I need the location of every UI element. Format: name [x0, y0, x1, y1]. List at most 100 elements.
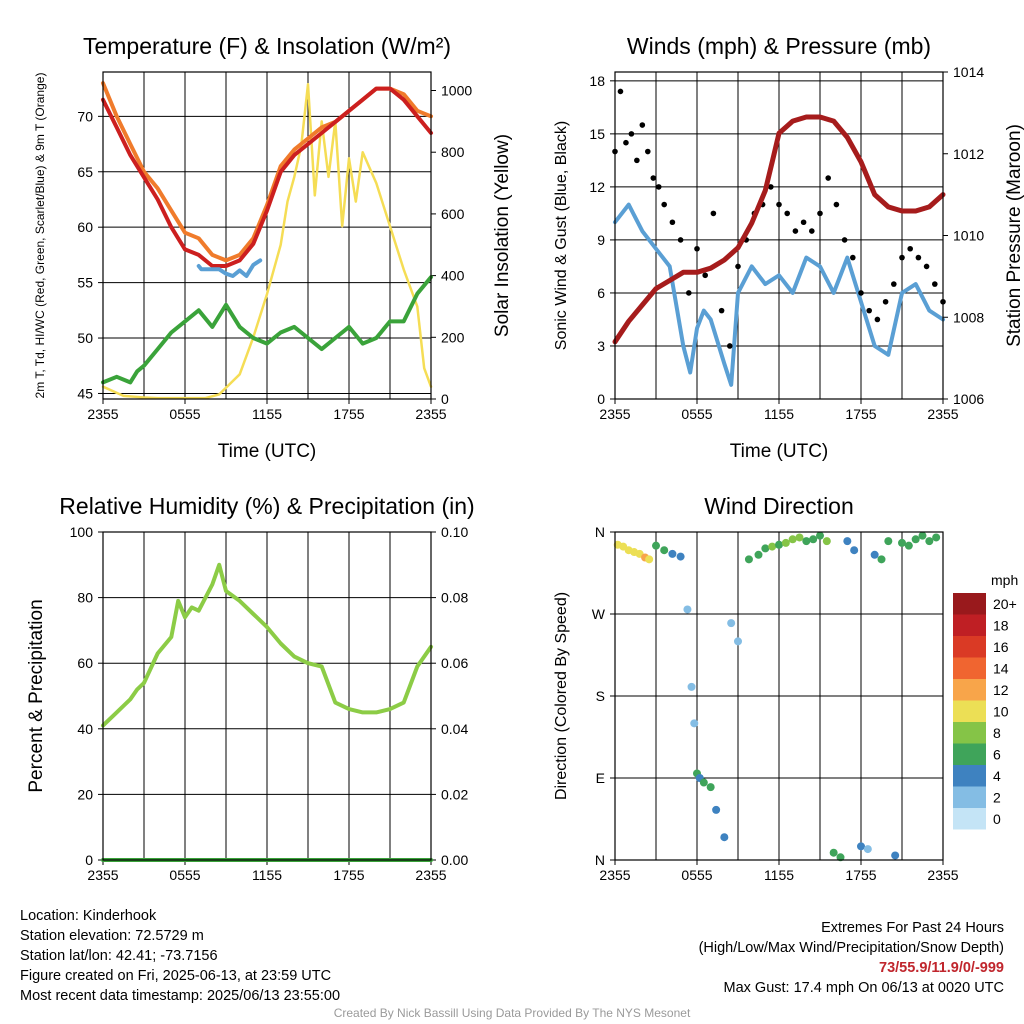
legend-swatch [953, 786, 986, 808]
wdir-direction-point [925, 537, 934, 546]
wdir-direction-point [816, 531, 824, 540]
wind-gust-point [639, 122, 646, 128]
created-line: Figure created on Fri, 2025-06-13, at 23… [20, 968, 332, 984]
wdir-direction-point [891, 851, 900, 860]
wdir-xtick-label: 1155 [764, 867, 794, 883]
station-info: Location: Kinderhook Station elevation: … [20, 906, 340, 1006]
rh-series-rh_green [101, 562, 433, 728]
wind-gust-point [882, 298, 889, 305]
wdir-direction-point [863, 845, 872, 854]
wdir-direction-point [788, 535, 797, 544]
wdir-direction-point [843, 537, 852, 546]
wind-gust-point [634, 157, 640, 164]
location-line: Location: Kinderhook [20, 908, 157, 924]
wdir-direction-point [744, 555, 753, 564]
wind-xtick-label: 0555 [681, 406, 712, 422]
legend-title: mph [991, 572, 1018, 588]
wind-gust-point [800, 219, 807, 226]
wind-gust-point [650, 175, 657, 181]
wdir-direction-point [911, 535, 920, 544]
temp-ytick-label: 55 [77, 275, 93, 291]
wdir-direction-point [809, 535, 818, 544]
wdir-direction-point [652, 541, 660, 550]
wind-xtick-label: 2355 [927, 406, 958, 422]
temp-y2label: Solar Insolation (Yellow) [492, 134, 513, 337]
legend-label: 14 [993, 661, 1009, 677]
wdir-direction-point [932, 533, 941, 542]
legend-label: 0 [993, 811, 1001, 827]
temp-title: Temperature (F) & Insolation (W/m²) [83, 33, 451, 59]
wdir-direction-point [768, 542, 777, 551]
wind-gust-point [735, 263, 741, 270]
legend-label: 20+ [993, 596, 1017, 612]
legend-label: 12 [993, 682, 1009, 698]
wind-gust-point [850, 254, 856, 261]
wind-xtick-label: 1155 [764, 406, 794, 422]
wind-gust-point [784, 210, 790, 217]
rh-frame [102, 531, 432, 861]
temp-xlabel: Time (UTC) [218, 441, 317, 462]
wdir-direction-point [822, 537, 831, 546]
rh-title: Relative Humidity (%) & Precipitation (i… [59, 493, 474, 519]
wind-ytick-label: 12 [589, 179, 605, 195]
wind-gust-point [702, 272, 708, 279]
wind-y2tick-label: 1012 [953, 146, 984, 162]
legend-swatch [953, 722, 986, 744]
wdir-direction-point [668, 549, 677, 558]
wind-gust-point [932, 281, 938, 287]
extremes-heading: Extremes For Past 24 Hours [821, 920, 1004, 936]
temp-frame [102, 71, 432, 400]
legend-swatch [953, 743, 986, 765]
wdir-direction-point [775, 540, 783, 549]
wind-ytick-label: 18 [589, 73, 605, 89]
wind-gust-point [833, 201, 840, 208]
rh-ytick-label: 80 [77, 590, 93, 606]
wind-gust-point [858, 290, 864, 296]
wind-y2tick-label: 1006 [953, 391, 984, 407]
wdir-direction-point [645, 555, 654, 564]
wind-gust-point [891, 281, 897, 287]
wind-gust-point [809, 228, 815, 234]
wind-gust-point [768, 184, 774, 190]
temp-series-insolation_yellow [101, 83, 433, 400]
legend-swatch [953, 636, 986, 658]
temp-y2tick-label: 800 [441, 144, 465, 160]
wdir-direction-point [802, 537, 811, 546]
legend-swatch [953, 700, 986, 722]
wdir-direction-point [706, 783, 715, 792]
rh-y2tick-label: 0.04 [441, 721, 468, 737]
elevation-line: Station elevation: 72.5729 m [20, 928, 204, 944]
wdir-direction-point [761, 544, 770, 553]
wdir-direction-point [884, 537, 893, 546]
wind-xlabel: Time (UTC) [730, 441, 829, 462]
wdir-ytick-label: E [596, 770, 605, 786]
temp-series-temp_red [101, 86, 433, 268]
wdir-ytick-label: N [595, 524, 605, 540]
temp-ytick-label: 70 [77, 108, 93, 124]
rh-y2tick-label: 0.06 [441, 655, 468, 671]
wind-gust-point [686, 290, 692, 296]
wdir-title: Wind Direction [704, 493, 854, 519]
legend-label: 2 [993, 790, 1001, 806]
temp-ytick-label: 65 [77, 164, 93, 180]
wind-ytick-label: 6 [597, 285, 605, 301]
wdir-xtick-label: 2355 [599, 867, 630, 883]
wind-ytick-label: 3 [597, 338, 605, 354]
wdir-direction-point [904, 541, 913, 550]
wind-y2tick-label: 1008 [953, 309, 984, 325]
rh-y2tick-label: 0.00 [441, 852, 468, 868]
wind-gust-point [623, 139, 629, 146]
wdir-direction-point [683, 605, 692, 614]
wdir-direction-point [918, 531, 927, 540]
wind-gust-point [669, 219, 676, 226]
wdir-direction-point [676, 552, 685, 561]
legend-swatch [953, 765, 986, 787]
rh-xtick-label: 0555 [169, 867, 200, 883]
wind-series-wind_blue [613, 202, 945, 387]
wdir-xtick-label: 1755 [845, 867, 876, 883]
wind-ytick-label: 15 [589, 126, 605, 142]
wind-gust-point [899, 254, 905, 261]
temp-y2tick-label: 200 [441, 329, 465, 345]
wind-gust-point [841, 237, 848, 243]
